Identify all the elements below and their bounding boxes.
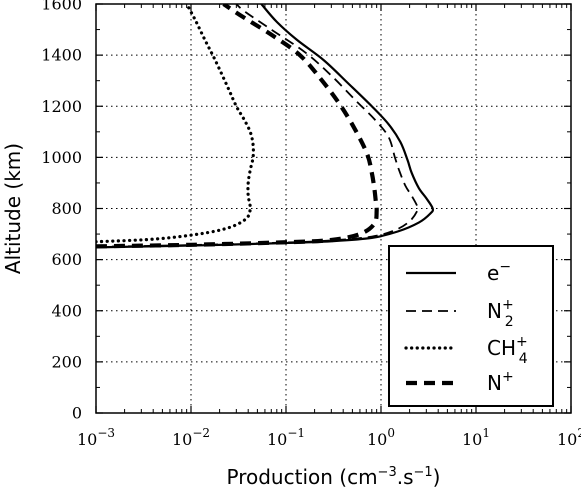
y-tick-label: 400: [51, 301, 82, 320]
series-layer: [96, 4, 435, 249]
x-tick-label: 10−1: [267, 426, 305, 449]
x-axis-title: Production (cm−3.s−1): [227, 465, 441, 489]
x-tick-label: 101: [462, 426, 490, 449]
y-tick-label: 200: [51, 352, 82, 371]
legend-label-2: N+ 2: [487, 297, 514, 330]
tick-layer: 10−3 10−2 10−1 100 101 102 0 200 400 600 800 1000 12…: [41, 0, 581, 449]
x-tick-label: 102: [557, 426, 581, 449]
y-tick-label: 1200: [41, 97, 82, 116]
y-axis-title: Altitude (km): [1, 143, 25, 274]
x-tick-label: 10−3: [77, 426, 115, 449]
series-line-2: [96, 4, 419, 248]
series-line-4: [96, 4, 379, 249]
legend-label-3: CH+ 4: [487, 334, 528, 367]
series-line-3: [96, 4, 256, 244]
x-tick-label: 10−2: [172, 426, 210, 449]
y-tick-label: 0: [72, 404, 82, 423]
y-tick-label: 800: [51, 199, 82, 218]
y-tick-label: 1000: [41, 148, 82, 167]
x-tick-label: 100: [367, 426, 395, 449]
y-tick-label: 1600: [41, 0, 82, 14]
legend: e− N+ 2 CH+ 4N+: [388, 245, 554, 407]
legend-label-4: N+: [487, 369, 514, 395]
y-tick-label: 1400: [41, 46, 82, 65]
legend-label-1: e−: [487, 259, 511, 285]
y-tick-label: 600: [51, 250, 82, 269]
